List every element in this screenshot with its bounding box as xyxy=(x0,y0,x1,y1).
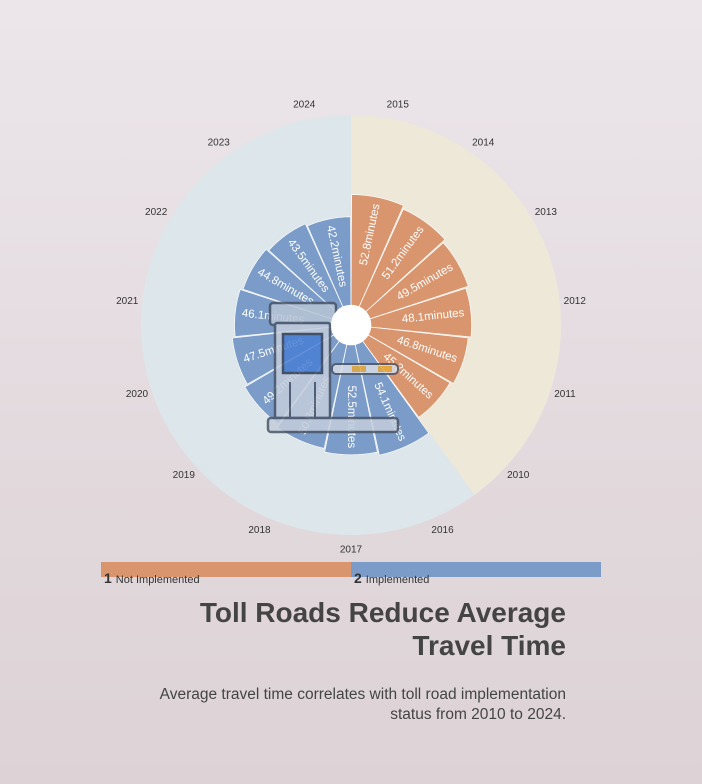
year-label-2016: 2016 xyxy=(431,525,454,536)
year-label-2011: 2011 xyxy=(554,389,576,400)
year-label-2020: 2020 xyxy=(126,389,149,400)
center-hole xyxy=(331,305,371,345)
legend-bar-not-implemented xyxy=(101,562,351,577)
year-label-2013: 2013 xyxy=(535,207,558,218)
year-label-2010: 2010 xyxy=(507,470,530,481)
year-label-2024: 2024 xyxy=(293,100,316,111)
chart-subtitle: Average travel time correlates with toll… xyxy=(159,686,566,723)
year-label-2022: 2022 xyxy=(145,207,168,218)
year-label-2014: 2014 xyxy=(472,138,495,149)
polar-chart: 52.8minutes51.2minutes49.5minutes48.1min… xyxy=(116,100,586,556)
legend-bar-implemented xyxy=(351,562,601,577)
year-label-2012: 2012 xyxy=(564,296,587,307)
year-labels: 2015 2014 2013 2012 2011 2010 2016 2017 2018 2019… xyxy=(116,100,586,556)
year-label-2019: 2019 xyxy=(173,470,196,481)
year-label-2021: 2021 xyxy=(116,296,139,307)
year-label-2023: 2023 xyxy=(208,138,231,149)
chart-title: Toll Roads Reduce Average Travel Time xyxy=(199,597,566,661)
legend-item-not-implemented: 1 Not Implemented xyxy=(104,570,200,586)
legend-number: 2 xyxy=(354,570,362,586)
year-label-2018: 2018 xyxy=(248,525,271,536)
legend-number: 1 xyxy=(104,570,112,586)
legend-label: Implemented xyxy=(365,574,430,586)
year-label-2015: 2015 xyxy=(387,100,410,111)
year-label-2017: 2017 xyxy=(340,545,363,556)
legend-label: Not Implemented xyxy=(115,574,200,586)
legend-item-implemented: 2 Implemented xyxy=(354,570,429,586)
